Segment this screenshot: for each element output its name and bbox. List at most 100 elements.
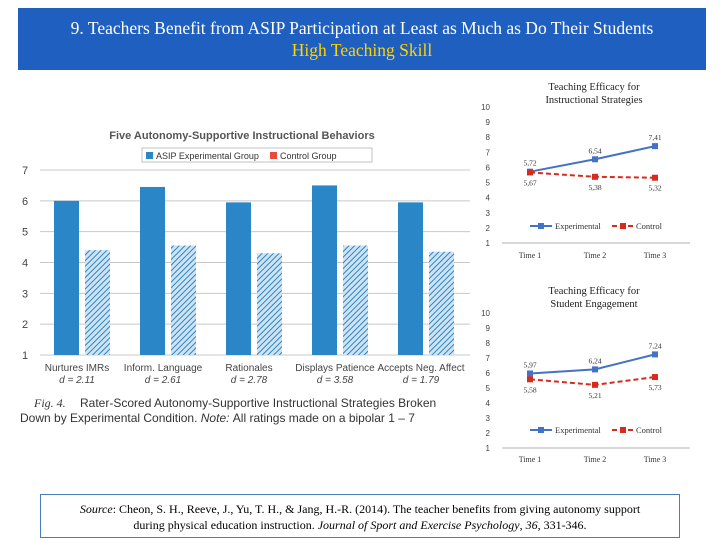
line-y-tick-label: 2 bbox=[486, 224, 491, 233]
line-chart-title: Student Engagement bbox=[550, 299, 637, 310]
bar-control bbox=[171, 245, 196, 355]
bar-legend-label-asip: ASIP Experimental Group bbox=[156, 151, 259, 161]
line-point-experimental bbox=[527, 370, 533, 377]
line-y-tick-label: 6 bbox=[486, 369, 491, 378]
bar-category-label: Inform. Language bbox=[124, 363, 203, 374]
slide-title-line1: 9. Teachers Benefit from ASIP Participat… bbox=[70, 18, 654, 38]
bar-control bbox=[85, 250, 110, 355]
line-point-control bbox=[652, 374, 658, 381]
line-y-tick-label: 2 bbox=[486, 429, 491, 438]
bar-asip bbox=[54, 200, 79, 355]
line-point-control bbox=[592, 173, 598, 180]
source-pages: , 331-346. bbox=[537, 518, 587, 532]
bar-effect-size-label: d = 1.79 bbox=[403, 375, 440, 386]
line-legend-marker-experimental bbox=[538, 427, 544, 433]
line-y-tick-label: 5 bbox=[486, 384, 491, 393]
figure-caption-label: Fig. 4. bbox=[33, 396, 66, 410]
line-x-tick-label: Time 2 bbox=[584, 251, 607, 260]
line-legend-marker-control bbox=[620, 223, 626, 229]
line-data-label: 5,73 bbox=[648, 383, 661, 392]
line-y-tick-label: 9 bbox=[486, 118, 491, 127]
line-legend-marker-control bbox=[620, 427, 626, 433]
bar-y-tick-label: 3 bbox=[22, 288, 28, 300]
line-legend-label-experimental: Experimental bbox=[555, 221, 601, 231]
line-x-tick-label: Time 1 bbox=[519, 455, 542, 464]
caption-note: Note: bbox=[201, 411, 233, 425]
slide-title: 9. Teachers Benefit from ASIP Participat… bbox=[18, 8, 706, 70]
bar-y-tick-label: 1 bbox=[22, 350, 28, 362]
caption-part-a: Down by Experimental Condition. bbox=[20, 411, 201, 425]
bar-control bbox=[343, 245, 368, 355]
slide-subtitle: High Teaching Skill bbox=[291, 40, 433, 60]
caption-part-b: All ratings made on a bipolar 1 – 7 bbox=[233, 411, 415, 425]
line-y-tick-label: 1 bbox=[486, 444, 491, 453]
line-data-label: 5,67 bbox=[523, 178, 536, 187]
bar-category-label: Rationales bbox=[225, 363, 272, 374]
line-y-tick-label: 4 bbox=[486, 194, 491, 203]
bar-y-tick-label: 6 bbox=[22, 196, 28, 208]
bar-asip bbox=[226, 202, 251, 355]
bar-y-tick-label: 4 bbox=[22, 258, 28, 270]
line-point-control bbox=[527, 376, 533, 383]
line-x-tick-label: Time 2 bbox=[584, 455, 607, 464]
bar-legend-swatch-asip bbox=[146, 152, 153, 159]
bar-effect-size-label: d = 3.58 bbox=[317, 375, 354, 386]
line-data-label: 7,24 bbox=[648, 341, 661, 350]
line-legend-label-control: Control bbox=[636, 221, 663, 231]
line-chart-title: Teaching Efficacy for bbox=[548, 286, 640, 297]
figure-caption-line2: Down by Experimental Condition. Note: Al… bbox=[20, 411, 415, 425]
line-y-tick-label: 9 bbox=[486, 324, 491, 333]
line-data-label: 5,97 bbox=[523, 360, 536, 369]
source-volume: 36 bbox=[525, 518, 538, 532]
bar-legend-label-control: Control Group bbox=[280, 151, 337, 161]
line-y-tick-label: 7 bbox=[486, 354, 491, 363]
line-legend-marker-experimental bbox=[538, 223, 544, 229]
line-data-label: 5,58 bbox=[523, 385, 536, 394]
bar-y-tick-label: 2 bbox=[22, 319, 28, 331]
source-citation: Source: Cheon, S. H., Reeve, J., Yu, T. … bbox=[40, 494, 680, 538]
line-data-label: 5,21 bbox=[588, 391, 601, 400]
bar-effect-size-label: d = 2.78 bbox=[231, 375, 268, 386]
bar-chart-title: Five Autonomy-Supportive Instructional B… bbox=[109, 130, 374, 142]
line-point-experimental bbox=[592, 366, 598, 373]
bar-category-label: Nurtures IMRs bbox=[45, 363, 109, 374]
line-y-tick-label: 8 bbox=[486, 339, 491, 348]
line-data-label: 5,38 bbox=[588, 183, 601, 192]
bar-y-tick-label: 7 bbox=[22, 165, 28, 177]
line-point-experimental bbox=[652, 143, 658, 150]
line-x-tick-label: Time 3 bbox=[644, 455, 667, 464]
line-x-tick-label: Time 1 bbox=[519, 251, 542, 260]
line-point-control bbox=[527, 169, 533, 176]
figure-caption-line1: Rater-Scored Autonomy-Supportive Instruc… bbox=[80, 396, 436, 410]
bar-legend-swatch-control bbox=[270, 152, 277, 159]
line-y-tick-label: 1 bbox=[486, 239, 491, 248]
line-point-experimental bbox=[592, 156, 598, 163]
line-point-control bbox=[592, 381, 598, 388]
line-data-label: 6,54 bbox=[588, 146, 601, 155]
source-text2: during physical education instruction. bbox=[133, 518, 318, 532]
source-prefix: Source bbox=[79, 502, 113, 516]
bar-control bbox=[257, 253, 282, 355]
line-data-label: 6,24 bbox=[588, 356, 601, 365]
bar-effect-size-label: d = 2.61 bbox=[145, 375, 181, 386]
line-legend-label-experimental: Experimental bbox=[555, 425, 601, 435]
bar-effect-size-label: d = 2.11 bbox=[59, 375, 95, 386]
line-y-tick-label: 7 bbox=[486, 148, 491, 157]
bar-asip bbox=[398, 202, 423, 355]
line-y-tick-label: 8 bbox=[486, 133, 491, 142]
bar-control bbox=[429, 251, 454, 355]
line-y-tick-label: 10 bbox=[481, 103, 490, 112]
line-legend-label-control: Control bbox=[636, 425, 663, 435]
line-y-tick-label: 4 bbox=[486, 399, 491, 408]
bar-y-tick-label: 5 bbox=[22, 227, 28, 239]
line-chart-title: Instructional Strategies bbox=[545, 95, 642, 106]
line-y-tick-label: 5 bbox=[486, 179, 491, 188]
line-chart-title: Teaching Efficacy for bbox=[548, 82, 640, 93]
line-point-experimental bbox=[652, 351, 658, 358]
line-data-label: 5,72 bbox=[523, 159, 536, 168]
line-data-label: 7,41 bbox=[648, 133, 661, 142]
line-point-control bbox=[652, 174, 658, 181]
line-data-label: 5,32 bbox=[648, 184, 661, 193]
line-y-tick-label: 3 bbox=[486, 209, 491, 218]
